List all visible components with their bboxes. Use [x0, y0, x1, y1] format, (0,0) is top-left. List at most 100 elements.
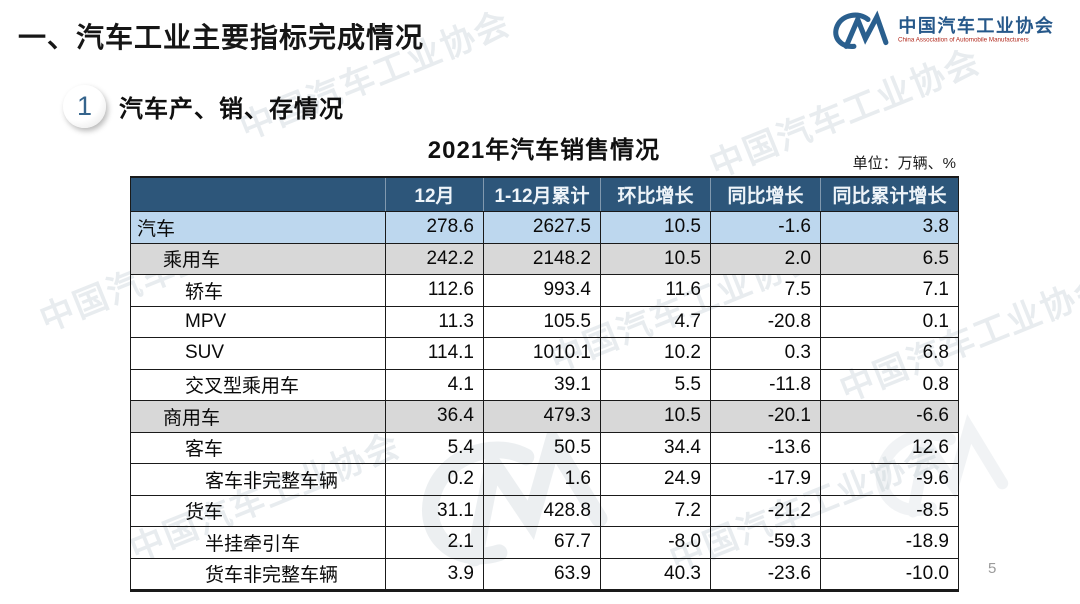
- cell-value: -11.8: [710, 368, 821, 401]
- table-row: 货车 31.1 428.8 7.2 -21.2 -8.5: [130, 494, 959, 527]
- cell-value: 0.2: [385, 463, 484, 496]
- page-number: 5: [988, 560, 997, 577]
- cell-value: 39.1: [483, 368, 601, 401]
- section-title: 汽车产、销、存情况: [119, 96, 344, 123]
- org-name-cn: 中国汽车工业协会: [898, 15, 1055, 36]
- cell-value: -21.2: [710, 494, 821, 527]
- cell-value: 34.4: [600, 431, 711, 464]
- table-row: 货车非完整车辆 3.9 63.9 40.3 -23.6 -10.0: [130, 557, 959, 592]
- cell-value: 7.2: [600, 494, 711, 527]
- cell-value: 1010.1: [483, 337, 601, 370]
- row-label: 客车非完整车辆: [130, 463, 386, 496]
- cell-value: 24.9: [600, 463, 711, 496]
- row-label: 汽车: [130, 211, 386, 244]
- cell-value: 63.9: [483, 557, 601, 592]
- table-row: 乘用车 242.2 2148.2 10.5 2.0 6.5: [130, 242, 959, 275]
- row-label: 轿车: [130, 274, 386, 307]
- cell-value: 0.3: [710, 337, 821, 370]
- cell-value: 10.5: [600, 242, 711, 275]
- cell-value: 50.5: [483, 431, 601, 464]
- table-row: 商用车 36.4 479.3 10.5 -20.1 -6.6: [130, 400, 959, 433]
- row-label: 货车: [130, 494, 386, 527]
- cell-value: -13.6: [710, 431, 821, 464]
- cell-value: 3.8: [820, 211, 959, 244]
- cell-value: 11.3: [385, 305, 484, 338]
- cell-value: 0.1: [820, 305, 959, 338]
- cell-value: 112.6: [385, 274, 484, 307]
- column-header: 环比增长: [600, 176, 711, 212]
- cell-value: 31.1: [385, 494, 484, 527]
- cell-value: -10.0: [820, 557, 959, 592]
- table-row: MPV 11.3 105.5 4.7 -20.8 0.1: [130, 305, 959, 338]
- column-header: 12月: [385, 176, 484, 212]
- cell-value: 5.4: [385, 431, 484, 464]
- cell-value: 12.6: [820, 431, 959, 464]
- cell-value: 7.1: [820, 274, 959, 307]
- cell-value: 278.6: [385, 211, 484, 244]
- table-row: 轿车 112.6 993.4 11.6 7.5 7.1: [130, 274, 959, 307]
- org-name-en: China Association of Automobile Manufact…: [898, 35, 1030, 43]
- cell-value: 10.5: [600, 211, 711, 244]
- unit-note: 单位：万辆、%: [852, 155, 956, 172]
- cell-value: 6.8: [820, 337, 959, 370]
- row-label: 商用车: [130, 400, 386, 433]
- cell-value: 114.1: [385, 337, 484, 370]
- cell-value: -59.3: [710, 526, 821, 559]
- cell-value: 10.2: [600, 337, 711, 370]
- row-label: 货车非完整车辆: [130, 557, 386, 592]
- cell-value: -6.6: [820, 400, 959, 433]
- cell-value: 479.3: [483, 400, 601, 433]
- column-header: 同比增长: [710, 176, 821, 212]
- cm-logo-icon: [827, 10, 891, 52]
- cell-value: 2627.5: [483, 211, 601, 244]
- section-heading: 1 汽车产、销、存情况: [63, 85, 344, 128]
- cell-value: 7.5: [710, 274, 821, 307]
- cell-value: -23.6: [710, 557, 821, 592]
- row-label: MPV: [130, 305, 386, 338]
- cell-value: 242.2: [385, 242, 484, 275]
- sales-table: 12月 1-12月累计 环比增长 同比增长 同比累计增长 汽车 278.6 26…: [130, 176, 959, 592]
- column-header: 1-12月累计: [483, 176, 601, 212]
- cell-value: -1.6: [710, 211, 821, 244]
- column-header: [130, 176, 386, 212]
- row-label: 半挂牵引车: [130, 526, 386, 559]
- table-header-row: 12月 1-12月累计 环比增长 同比增长 同比累计增长: [130, 176, 959, 212]
- table-row: 交叉型乘用车 4.1 39.1 5.5 -11.8 0.8: [130, 368, 959, 401]
- cell-value: 1.6: [483, 463, 601, 496]
- org-logo-text: 中国汽车工业协会 China Association of Automobile…: [898, 15, 1066, 46]
- cell-value: 6.5: [820, 242, 959, 275]
- cell-value: 3.9: [385, 557, 484, 592]
- table-row: 客车 5.4 50.5 34.4 -13.6 12.6: [130, 431, 959, 464]
- cell-value: 10.5: [600, 400, 711, 433]
- cell-value: 428.8: [483, 494, 601, 527]
- cell-value: -8.5: [820, 494, 959, 527]
- cell-value: 67.7: [483, 526, 601, 559]
- row-label: 交叉型乘用车: [130, 368, 386, 401]
- table-row: 汽车 278.6 2627.5 10.5 -1.6 3.8: [130, 211, 959, 244]
- cell-value: -8.0: [600, 526, 711, 559]
- cell-value: -18.9: [820, 526, 959, 559]
- cell-value: 5.5: [600, 368, 711, 401]
- cell-value: -20.1: [710, 400, 821, 433]
- cell-value: 105.5: [483, 305, 601, 338]
- cell-value: 0.8: [820, 368, 959, 401]
- cell-value: -9.6: [820, 463, 959, 496]
- cell-value: 36.4: [385, 400, 484, 433]
- cell-value: 2.1: [385, 526, 484, 559]
- column-header: 同比累计增长: [820, 176, 959, 212]
- row-label: 客车: [130, 431, 386, 464]
- cell-value: 2148.2: [483, 242, 601, 275]
- cell-value: 993.4: [483, 274, 601, 307]
- cell-value: 4.7: [600, 305, 711, 338]
- cell-value: -20.8: [710, 305, 821, 338]
- cell-value: 4.1: [385, 368, 484, 401]
- row-label: SUV: [130, 337, 386, 370]
- org-logo: 中国汽车工业协会 China Association of Automobile…: [827, 10, 1066, 52]
- table-row: SUV 114.1 1010.1 10.2 0.3 6.8: [130, 337, 959, 370]
- table-title: 2021年汽车销售情况: [427, 137, 661, 164]
- table-row: 半挂牵引车 2.1 67.7 -8.0 -59.3 -18.9: [130, 526, 959, 559]
- row-label: 乘用车: [130, 242, 386, 275]
- page-title: 一、汽车工业主要指标完成情况: [18, 22, 425, 53]
- cell-value: -17.9: [710, 463, 821, 496]
